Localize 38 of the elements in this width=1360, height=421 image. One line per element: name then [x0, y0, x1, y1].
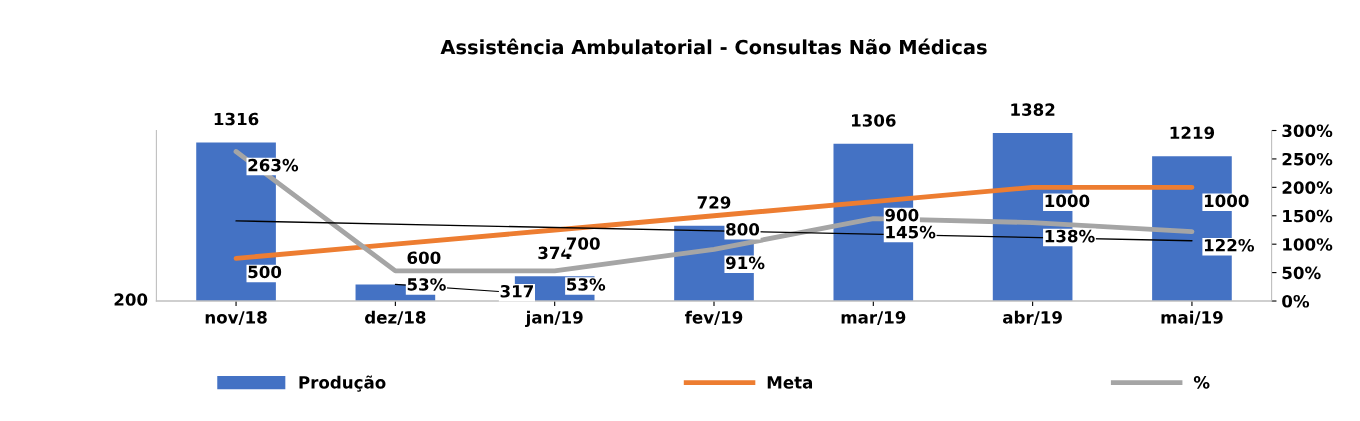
legend-label: % [1193, 376, 1210, 389]
data-label: 317 [500, 284, 533, 298]
text: 200 [114, 293, 148, 306]
y2-tick-label: 0% [1282, 294, 1310, 308]
data-label: 1382 [1011, 103, 1055, 116]
y2-tick-label: 150% [1283, 209, 1333, 223]
y2-tick-label: 50% [1282, 266, 1321, 280]
chart-title: Assistência Ambulatorial - Consultas Não Médicas [440, 38, 987, 55]
x-tick-label: fev/19 [684, 310, 743, 325]
legend-label: Produção [299, 375, 386, 392]
legend-label: Meta [767, 376, 813, 389]
x-tick-label: mar/19 [841, 311, 906, 325]
y2-tick-label: 200% [1282, 181, 1333, 194]
data-label: 500 [248, 265, 282, 279]
data-label: 600 [407, 251, 441, 265]
data-label: 138% [1045, 229, 1095, 243]
y2-tick-label: 250% [1282, 152, 1333, 166]
data-label: 900 [885, 208, 919, 222]
data-label: 729 [697, 196, 731, 209]
data-label: 1000 [1204, 194, 1249, 208]
y2-tick-label: 300% [1282, 124, 1333, 138]
x-tick-label: abr/19 [1003, 310, 1062, 325]
data-label: 53% [407, 278, 446, 291]
data-label: 53% [567, 278, 606, 291]
data-label: 1000 [1045, 194, 1090, 208]
x-tick-label: mai/19 [1161, 310, 1223, 325]
data-label: 145% [886, 225, 936, 239]
data-label: 263% [248, 158, 299, 172]
x-tick-label: nov/18 [205, 311, 267, 325]
y2-tick-label: 100% [1283, 238, 1333, 251]
x-tick-label: jan/19 [525, 310, 583, 327]
data-label: 91% [725, 256, 765, 270]
data-label: 1219 [1170, 126, 1215, 140]
data-label: 1316 [214, 112, 259, 126]
x-tick-label: dez/18 [365, 310, 426, 325]
data-label: 1306 [852, 114, 896, 127]
data-label: 122% [1204, 238, 1255, 252]
data-label: 800 [726, 223, 760, 236]
